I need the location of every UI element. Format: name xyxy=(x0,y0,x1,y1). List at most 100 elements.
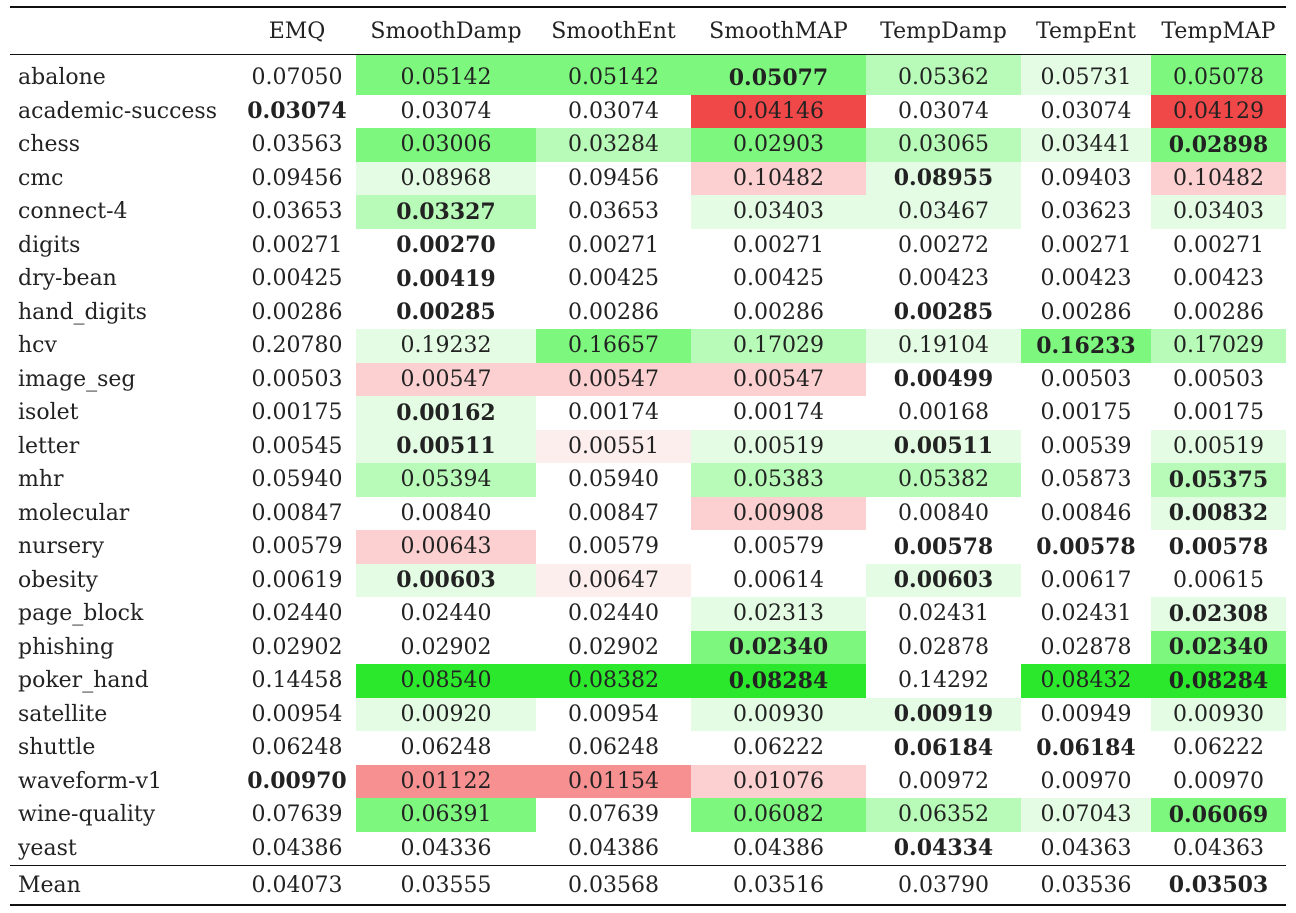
mean-label: Mean xyxy=(10,865,238,906)
value-cell: 0.20780 xyxy=(251,333,343,359)
value-cell: 0.00547 xyxy=(356,362,536,396)
value-cell: 0.00972 xyxy=(898,768,989,794)
value-cell: 0.14292 xyxy=(898,668,989,694)
dataset-name: dry-bean xyxy=(18,266,117,292)
value-cell: 0.05375 xyxy=(1151,463,1286,497)
value-cell: 0.09456 xyxy=(568,165,659,191)
results-table: EMQ SmoothDamp SmoothEnt SmoothMAP TempD… xyxy=(10,6,1286,906)
value-cell: 0.10482 xyxy=(691,161,866,195)
value-cell: 0.00930 xyxy=(691,697,866,731)
header-row: EMQ SmoothDamp SmoothEnt SmoothMAP TempD… xyxy=(10,6,1286,55)
value-cell: 0.00175 xyxy=(1040,400,1132,426)
dataset-name: poker_hand xyxy=(18,668,149,694)
value-cell: 0.00423 xyxy=(1173,266,1264,292)
value-cell: 0.07639 xyxy=(568,802,659,828)
dataset-name: cmc xyxy=(18,165,64,191)
dataset-name: yeast xyxy=(18,835,77,861)
dataset-name: hcv xyxy=(18,333,57,359)
value-cell: 0.08284 xyxy=(691,664,866,698)
value-cell: 0.10482 xyxy=(1151,161,1286,195)
value-cell: 0.00511 xyxy=(866,429,1021,463)
value-cell: 0.00285 xyxy=(396,299,496,326)
mean-value-cell: 0.03568 xyxy=(536,865,691,906)
value-cell: 0.01122 xyxy=(356,764,536,798)
value-cell: 0.05362 xyxy=(866,54,1021,95)
dataset-name: connect-4 xyxy=(18,199,128,225)
dataset-name: isolet xyxy=(18,400,79,426)
value-cell: 0.00840 xyxy=(400,500,492,526)
value-cell: 0.02440 xyxy=(568,601,659,627)
table-row: yeast 0.04386 0.04336 0.04386 0.04386 0.04334… xyxy=(10,832,1286,866)
value-cell: 0.00579 xyxy=(251,534,343,560)
value-cell: 0.00545 xyxy=(251,433,343,459)
value-cell: 0.00425 xyxy=(733,266,824,292)
value-cell: 0.00270 xyxy=(396,232,496,259)
value-cell: 0.00930 xyxy=(1151,697,1286,731)
mean-row: Mean 0.04073 0.03555 0.03568 0.03516 0.03790 0… xyxy=(10,865,1286,906)
table-row: poker_hand 0.14458 0.08540 0.08382 0.08284 0.… xyxy=(10,664,1286,698)
table-row: image_seg 0.00503 0.00547 0.00547 0.00547 0.0… xyxy=(10,362,1286,396)
value-cell: 0.03563 xyxy=(251,132,343,158)
value-cell: 0.05382 xyxy=(866,463,1021,497)
header-dataset xyxy=(10,6,238,55)
value-cell: 0.02878 xyxy=(1040,634,1132,660)
value-cell: 0.06248 xyxy=(251,735,343,761)
value-cell: 0.19232 xyxy=(356,329,536,363)
value-cell: 0.05940 xyxy=(568,467,659,493)
value-cell: 0.00503 xyxy=(1040,366,1132,392)
value-cell: 0.05142 xyxy=(536,54,691,95)
value-cell: 0.03623 xyxy=(1040,199,1132,225)
value-cell: 0.02902 xyxy=(400,634,492,660)
value-cell: 0.00271 xyxy=(568,232,659,258)
value-cell: 0.00519 xyxy=(1151,429,1286,463)
value-cell: 0.04334 xyxy=(893,835,994,862)
table-row: page_block 0.02440 0.02440 0.02440 0.02313 0.… xyxy=(10,597,1286,631)
value-cell: 0.02313 xyxy=(691,597,866,631)
value-cell: 0.00647 xyxy=(536,563,691,597)
value-cell: 0.00503 xyxy=(1173,366,1264,392)
value-cell: 0.00603 xyxy=(866,563,1021,597)
value-cell: 0.00579 xyxy=(568,534,659,560)
header-smoothmap: SmoothMAP xyxy=(691,6,866,55)
value-cell: 0.00271 xyxy=(1040,232,1132,258)
value-cell: 0.08284 xyxy=(1151,664,1286,698)
value-cell: 0.06391 xyxy=(356,798,536,832)
table-row: phishing 0.02902 0.02902 0.02902 0.02340 0.02… xyxy=(10,630,1286,664)
value-cell: 0.17029 xyxy=(1151,329,1286,363)
value-cell: 0.00617 xyxy=(1040,567,1132,593)
value-cell: 0.02902 xyxy=(568,634,659,660)
value-cell: 0.00272 xyxy=(898,232,989,258)
dataset-name: nursery xyxy=(18,534,105,560)
value-cell: 0.02440 xyxy=(400,601,492,627)
value-cell: 0.00614 xyxy=(733,567,824,593)
value-cell: 0.02440 xyxy=(251,601,343,627)
value-cell: 0.03441 xyxy=(1021,128,1151,162)
dataset-name: academic-success xyxy=(18,98,218,124)
value-cell: 0.05383 xyxy=(691,463,866,497)
value-cell: 0.03074 xyxy=(898,98,989,124)
dataset-name: page_block xyxy=(18,601,144,627)
value-cell: 0.00603 xyxy=(356,563,536,597)
mean-value-cell: 0.03536 xyxy=(1021,865,1151,906)
value-cell: 0.02902 xyxy=(251,634,343,660)
value-cell: 0.14458 xyxy=(251,668,343,694)
table-row: hcv 0.20780 0.19232 0.16657 0.17029 0.19104 0.… xyxy=(10,329,1286,363)
value-cell: 0.03074 xyxy=(247,98,347,125)
value-cell: 0.00499 xyxy=(893,366,994,393)
value-cell: 0.07639 xyxy=(251,802,343,828)
table-row: nursery 0.00579 0.00643 0.00579 0.00579 0.005… xyxy=(10,530,1286,564)
table-row: abalone 0.07050 0.05142 0.05142 0.05077 0.053… xyxy=(10,54,1286,95)
value-cell: 0.00908 xyxy=(691,496,866,530)
value-cell: 0.05078 xyxy=(1151,54,1286,95)
value-cell: 0.00920 xyxy=(356,697,536,731)
value-cell: 0.05142 xyxy=(356,54,536,95)
value-cell: 0.08955 xyxy=(866,161,1021,195)
results-table-container: EMQ SmoothDamp SmoothEnt SmoothMAP TempD… xyxy=(10,6,1286,906)
value-cell: 0.05394 xyxy=(356,463,536,497)
header-tempent: TempEnt xyxy=(1021,6,1151,55)
value-cell: 0.06222 xyxy=(1173,735,1264,761)
value-cell: 0.03006 xyxy=(356,128,536,162)
value-cell: 0.00619 xyxy=(251,567,343,593)
value-cell: 0.06082 xyxy=(691,798,866,832)
dataset-name: image_seg xyxy=(18,366,136,392)
